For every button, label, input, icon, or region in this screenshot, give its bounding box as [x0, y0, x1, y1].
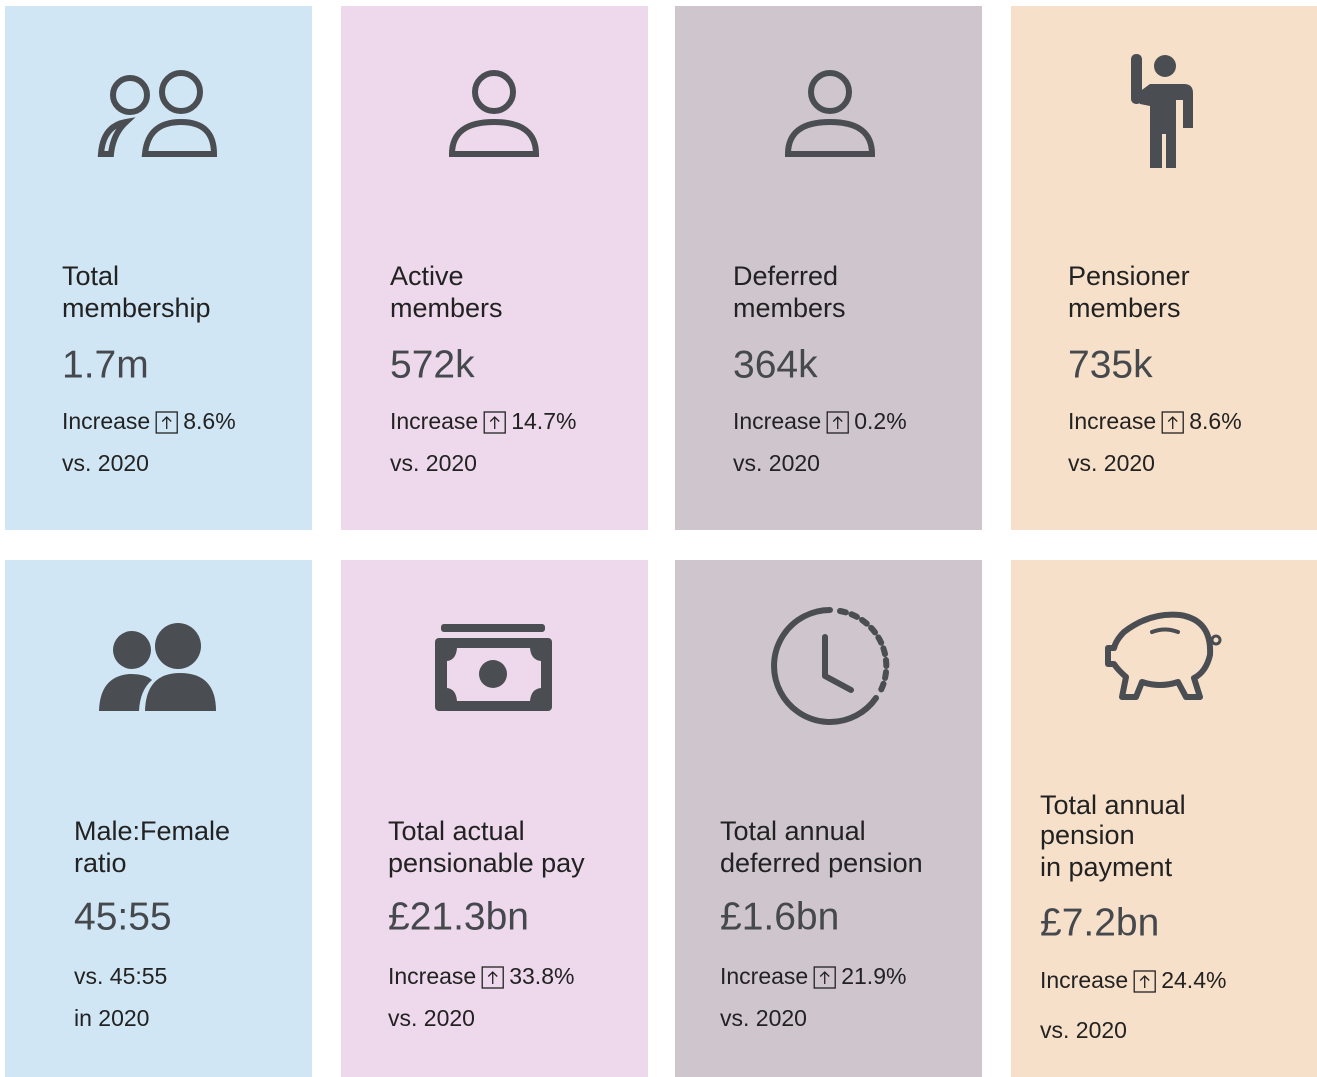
card-title: members	[390, 293, 503, 323]
card-note: vs. 2020	[1040, 1017, 1127, 1043]
card	[1011, 560, 1317, 1077]
card	[5, 6, 312, 530]
card-value: 735k	[1068, 343, 1153, 386]
change-value: 33.8%	[509, 963, 574, 989]
change-value: 0.2%	[854, 408, 906, 434]
card-title: membership	[62, 293, 211, 323]
icon-clock	[771, 607, 890, 725]
card	[675, 560, 982, 1077]
card-note: vs. 45:55	[74, 963, 167, 989]
change-label: Increase	[1040, 967, 1128, 993]
card-title: ratio	[74, 848, 127, 878]
card-title: pensionable pay	[388, 848, 585, 878]
arrow-up	[487, 971, 498, 984]
icon-banknote	[435, 624, 552, 711]
card-title: in payment	[1040, 852, 1173, 882]
arrow-up	[489, 416, 500, 429]
card-title: members	[733, 293, 846, 323]
change-label: Increase	[733, 408, 821, 434]
card	[341, 6, 648, 530]
change-label: Increase	[1068, 408, 1156, 434]
card-note: vs. 2020	[720, 1005, 807, 1031]
change-value: 8.6%	[1189, 408, 1241, 434]
icon-piggy-bank	[1105, 611, 1222, 700]
arrow-up	[819, 971, 830, 984]
arrow-box	[1133, 970, 1156, 993]
card-note: vs. 2020	[390, 450, 477, 476]
card-note: vs. 2020	[1068, 450, 1155, 476]
change-label: Increase	[62, 408, 150, 434]
card-title: pension	[1040, 820, 1135, 850]
icon-people-filled	[99, 623, 216, 711]
arrow-up	[832, 416, 843, 429]
card-title: Deferred	[733, 261, 838, 291]
card-value: £21.3bn	[388, 895, 529, 938]
arrow-box	[826, 411, 849, 434]
card-title: Total actual	[388, 816, 525, 846]
card-value: 364k	[733, 343, 818, 386]
card-title: members	[1068, 293, 1181, 323]
card-value: 572k	[390, 343, 475, 386]
card-note: vs. 2020	[62, 450, 149, 476]
card-value: £7.2bn	[1040, 901, 1159, 944]
arrow-up	[161, 416, 172, 429]
arrow-up	[1167, 416, 1178, 429]
change-value: 24.4%	[1161, 967, 1226, 993]
card-title: Total	[62, 261, 119, 291]
change-value: 21.9%	[841, 963, 906, 989]
card-title: Total annual	[720, 816, 866, 846]
card-note: in 2020	[74, 1005, 149, 1031]
icon-pensioner	[1131, 54, 1193, 168]
card-note: vs. 2020	[388, 1005, 475, 1031]
arrow-box	[155, 411, 178, 434]
arrow-box	[481, 966, 504, 989]
card-title: Active	[390, 261, 464, 291]
card-value: £1.6bn	[720, 895, 839, 938]
icon-person	[784, 70, 876, 157]
card-note: vs. 2020	[733, 450, 820, 476]
card-title: Male:Female	[74, 816, 230, 846]
icon-people	[97, 70, 218, 157]
change-label: Increase	[390, 408, 478, 434]
arrow-box	[813, 966, 836, 989]
arrow-box	[483, 411, 506, 434]
arrow-up	[1139, 975, 1150, 988]
card	[675, 6, 982, 530]
card-title: Pensioner	[1068, 261, 1190, 291]
card-value: 45:55	[74, 895, 172, 938]
card-value: 1.7m	[62, 343, 149, 386]
arrow-box	[1161, 411, 1184, 434]
card-title: deferred pension	[720, 848, 923, 878]
change-label: Increase	[388, 963, 476, 989]
card-title: Total annual	[1040, 790, 1186, 820]
change-label: Increase	[720, 963, 808, 989]
icon-person	[448, 70, 540, 157]
change-value: 8.6%	[183, 408, 235, 434]
change-value: 14.7%	[511, 408, 576, 434]
